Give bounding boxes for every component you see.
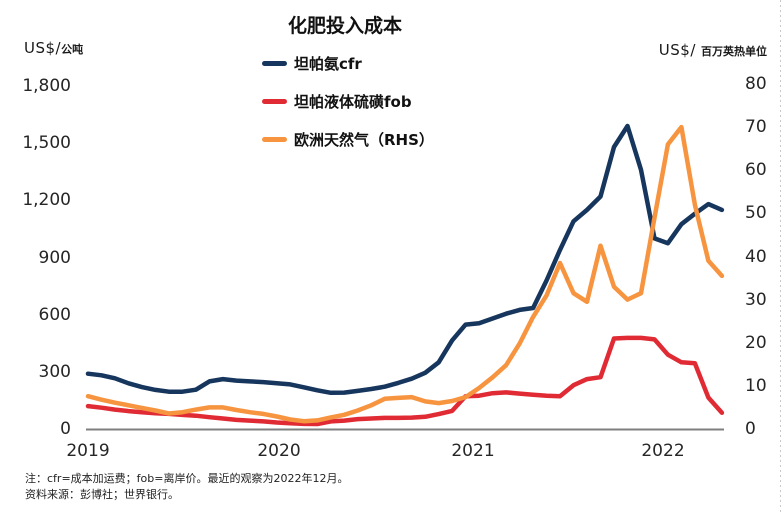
legend-item-1: 坦帕液体硫磺fob [262, 92, 434, 111]
tick-label: 70 [745, 117, 767, 138]
tick-label: 1,800 [22, 76, 71, 96]
year-label-2019: 2019 [66, 441, 110, 461]
tick-label: 900 [38, 247, 71, 268]
year-label-2020: 2020 [257, 441, 301, 461]
right-axis-unit-cjk: 百万英热单位 [701, 45, 767, 58]
legend-swatch [262, 98, 287, 104]
tick-label: 300 [38, 361, 71, 382]
legend-swatch [262, 60, 287, 66]
right-axis-ticks: 80 70 60 50 40 30 20 10 0 [745, 0, 783, 513]
legend: 坦帕氨cfr 坦帕液体硫磺fob 欧洲天然气（RHS） [262, 54, 434, 168]
right-axis-unit: US$/ 百万英热单位 [659, 40, 767, 59]
tick-label: 30 [745, 289, 767, 310]
tick-label: 10 [745, 375, 767, 396]
tick-label: 600 [38, 304, 71, 325]
legend-swatch [262, 136, 287, 142]
tick-label: 50 [745, 203, 767, 224]
year-label-2022: 2022 [641, 441, 685, 461]
left-axis-unit: US$/公吨 [24, 38, 83, 57]
chart-title: 化肥投入成本 [287, 15, 403, 37]
footnote-source: 资料来源：彭博社；世界银行。 [25, 487, 179, 501]
legend-label: 欧洲天然气（RHS） [294, 130, 434, 149]
footnote-definitions: 注：cfr=成本加运费；fob=离岸价。最近的观察为2022年12月。 [25, 472, 349, 485]
tick-label: 40 [745, 246, 767, 267]
left-axis-ticks: 1,800 1,500 1,200 900 600 300 0 [0, 0, 71, 513]
tick-label: 0 [745, 419, 756, 439]
tick-label: 60 [745, 160, 767, 181]
legend-item-2: 欧洲天然气（RHS） [262, 130, 434, 149]
legend-item-0: 坦帕氨cfr [262, 54, 434, 73]
legend-label: 坦帕液体硫磺fob [294, 92, 412, 111]
tick-label: 0 [60, 419, 71, 439]
gas-line [85, 124, 725, 424]
left-axis-unit-prefix: US$/ [24, 39, 62, 57]
tick-label: 20 [745, 332, 767, 353]
tick-label: 1,200 [22, 190, 71, 211]
ammonia-line [85, 123, 725, 396]
left-axis-unit-cjk: 公吨 [61, 43, 84, 56]
legend-label: 坦帕氨cfr [294, 54, 362, 73]
sulfur-line [85, 335, 725, 427]
right-axis-unit-prefix: US$/ [658, 41, 696, 59]
footnotes: 注：cfr=成本加运费；fob=离岸价。最近的观察为2022年12月。 资料来源… [25, 471, 348, 503]
tick-label: 80 [745, 74, 767, 94]
year-label-2021: 2021 [451, 441, 495, 461]
tick-label: 1,500 [22, 133, 71, 154]
